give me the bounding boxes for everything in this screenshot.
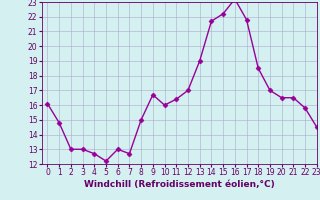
X-axis label: Windchill (Refroidissement éolien,°C): Windchill (Refroidissement éolien,°C) <box>84 180 275 189</box>
